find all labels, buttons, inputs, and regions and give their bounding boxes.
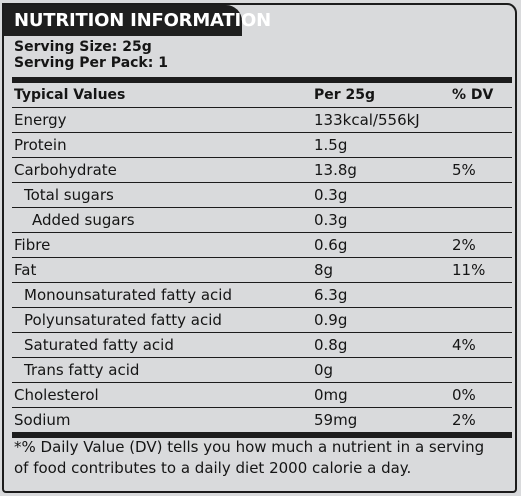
- column-header-typical-values: Typical Values: [14, 87, 126, 103]
- nutrition-label: NUTRITION INFORMATION Serving Size: 25g …: [2, 3, 517, 493]
- nutrient-amount: 8g: [314, 261, 334, 279]
- nutrient-amount: 0.3g: [314, 211, 348, 229]
- nutrient-name: Carbohydrate: [14, 161, 117, 179]
- table-row-total-sugars: Total sugars 0.3g: [12, 183, 512, 208]
- nutrient-amount: 133kcal/556kJ: [314, 111, 420, 129]
- nutrient-amount: 6.3g: [314, 286, 348, 304]
- nutrient-name: Added sugars: [32, 211, 135, 229]
- table-row-protein: Protein 1.5g: [12, 133, 512, 158]
- nutrient-name: Saturated fatty acid: [24, 336, 174, 354]
- table-row-energy: Energy 133kcal/556kJ: [12, 108, 512, 133]
- table-row-monounsaturated-fatty-acid: Monounsaturated fatty acid 6.3g: [12, 283, 512, 308]
- table-row-cholesterol: Cholesterol 0mg 0%: [12, 383, 512, 408]
- nutrient-dv: 2%: [452, 411, 476, 429]
- nutrient-name: Energy: [14, 111, 67, 129]
- nutrient-name: Fibre: [14, 236, 51, 254]
- nutrient-name: Polyunsaturated fatty acid: [24, 311, 222, 329]
- nutrient-amount: 0.6g: [314, 236, 348, 254]
- nutrient-amount: 0.8g: [314, 336, 348, 354]
- column-header-per-serving: Per 25g: [314, 87, 376, 103]
- nutrient-amount: 0mg: [314, 386, 348, 404]
- table-row-fibre: Fibre 0.6g 2%: [12, 233, 512, 258]
- nutrient-dv: 11%: [452, 261, 486, 279]
- nutrient-dv: 4%: [452, 336, 476, 354]
- table-row-carbohydrate: Carbohydrate 13.8g 5%: [12, 158, 512, 183]
- footnote-line-1: *% Daily Value (DV) tells you how much a…: [14, 438, 485, 456]
- nutrient-name: Protein: [14, 136, 67, 154]
- footnote-line-2: of food contributes to a daily diet 2000…: [14, 459, 412, 477]
- nutrient-amount: 0.9g: [314, 311, 348, 329]
- column-header-daily-value: % DV: [452, 87, 494, 103]
- nutrient-name: Trans fatty acid: [24, 361, 140, 379]
- nutrient-name: Fat: [14, 261, 37, 279]
- nutrient-amount: 13.8g: [314, 161, 357, 179]
- table-header-row: Typical Values Per 25g % DV: [12, 83, 512, 108]
- nutrient-name: Monounsaturated fatty acid: [24, 286, 232, 304]
- table-row-added-sugars: Added sugars 0.3g: [12, 208, 512, 233]
- table-row-trans-fatty-acid: Trans fatty acid 0g: [12, 358, 512, 383]
- nutrient-amount: 1.5g: [314, 136, 348, 154]
- daily-value-footnote: *% Daily Value (DV) tells you how much a…: [14, 437, 514, 479]
- nutrient-dv: 2%: [452, 236, 476, 254]
- table-row-saturated-fatty-acid: Saturated fatty acid 0.8g 4%: [12, 333, 512, 358]
- nutrient-dv: 5%: [452, 161, 476, 179]
- nutrient-name: Total sugars: [24, 186, 114, 204]
- serving-info: Serving Size: 25g Serving Per Pack: 1: [14, 39, 168, 71]
- servings-per-pack: Serving Per Pack: 1: [14, 55, 168, 71]
- nutrient-amount: 0g: [314, 361, 334, 379]
- table-row-sodium: Sodium 59mg 2%: [12, 408, 512, 438]
- serving-size: Serving Size: 25g: [14, 39, 152, 55]
- table-row-fat: Fat 8g 11%: [12, 258, 512, 283]
- nutrient-dv: 0%: [452, 386, 476, 404]
- label-title: NUTRITION INFORMATION: [4, 5, 271, 36]
- nutrient-amount: 0.3g: [314, 186, 348, 204]
- table-row-polyunsaturated-fatty-acid: Polyunsaturated fatty acid 0.9g: [12, 308, 512, 333]
- nutrition-table: Typical Values Per 25g % DV Energy 133kc…: [12, 77, 512, 438]
- nutrient-name: Cholesterol: [14, 386, 99, 404]
- nutrient-name: Sodium: [14, 411, 71, 429]
- nutrient-amount: 59mg: [314, 411, 358, 429]
